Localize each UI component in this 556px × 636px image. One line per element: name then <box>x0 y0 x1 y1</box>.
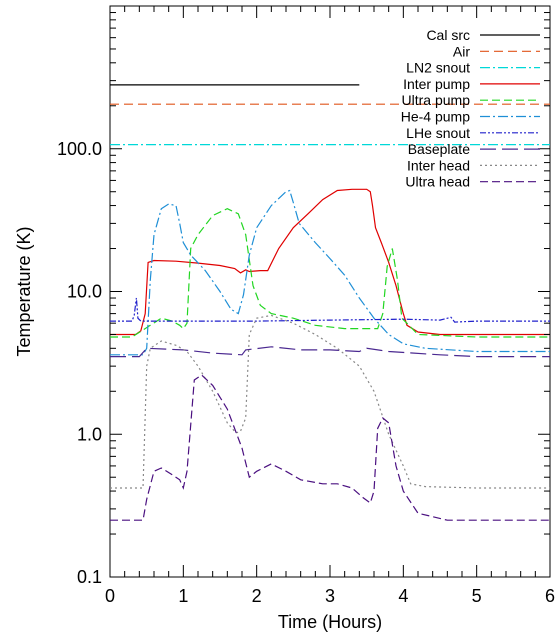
x-tick-label: 3 <box>325 586 335 606</box>
series-line-ultra-pump <box>110 208 550 338</box>
x-tick-label: 5 <box>472 586 482 606</box>
y-tick-label: 1.0 <box>77 424 102 444</box>
y-tick-label: 10.0 <box>67 282 102 302</box>
y-tick-label: 0.1 <box>77 567 102 587</box>
x-tick-label: 1 <box>178 586 188 606</box>
legend-label-cal-src: Cal src <box>426 27 470 43</box>
series-line-baseplate <box>110 346 550 358</box>
ticks-layer: 0 1 2 3 4 5 6 0.1 1.0 10.0 100.0 <box>57 6 555 606</box>
legend-label-he-4-pump: He-4 pump <box>401 109 470 125</box>
plot-frame <box>109 5 551 578</box>
y-axis-title: Temperature (K) <box>14 226 34 356</box>
legend-label-ln2-snout: LN2 snout <box>406 60 470 76</box>
x-tick-label: 0 <box>105 586 115 606</box>
series-line-inter-head <box>110 314 550 489</box>
y-tick-label: 100.0 <box>57 139 102 159</box>
legend-label-inter-pump: Inter pump <box>403 76 470 92</box>
x-tick-label: 4 <box>398 586 408 606</box>
series-line-ultra-head <box>110 374 550 521</box>
legend-label-air: Air <box>453 43 470 59</box>
legend-label-baseplate: Baseplate <box>408 141 470 157</box>
legend-label-inter-head: Inter head <box>407 157 470 173</box>
series-line-he-4-pump <box>110 189 550 356</box>
x-tick-label: 6 <box>545 586 555 606</box>
x-tick-label: 2 <box>252 586 262 606</box>
series-line-lhe-snout <box>110 297 550 323</box>
legend-label-lhe-snout: LHe snout <box>406 125 470 141</box>
series-line-inter-pump <box>110 188 550 336</box>
legend-label-ultra-pump: Ultra pump <box>402 92 471 108</box>
series-layer <box>110 84 550 521</box>
x-axis-title: Time (Hours) <box>278 612 382 632</box>
legend-label-ultra-head: Ultra head <box>405 174 470 190</box>
